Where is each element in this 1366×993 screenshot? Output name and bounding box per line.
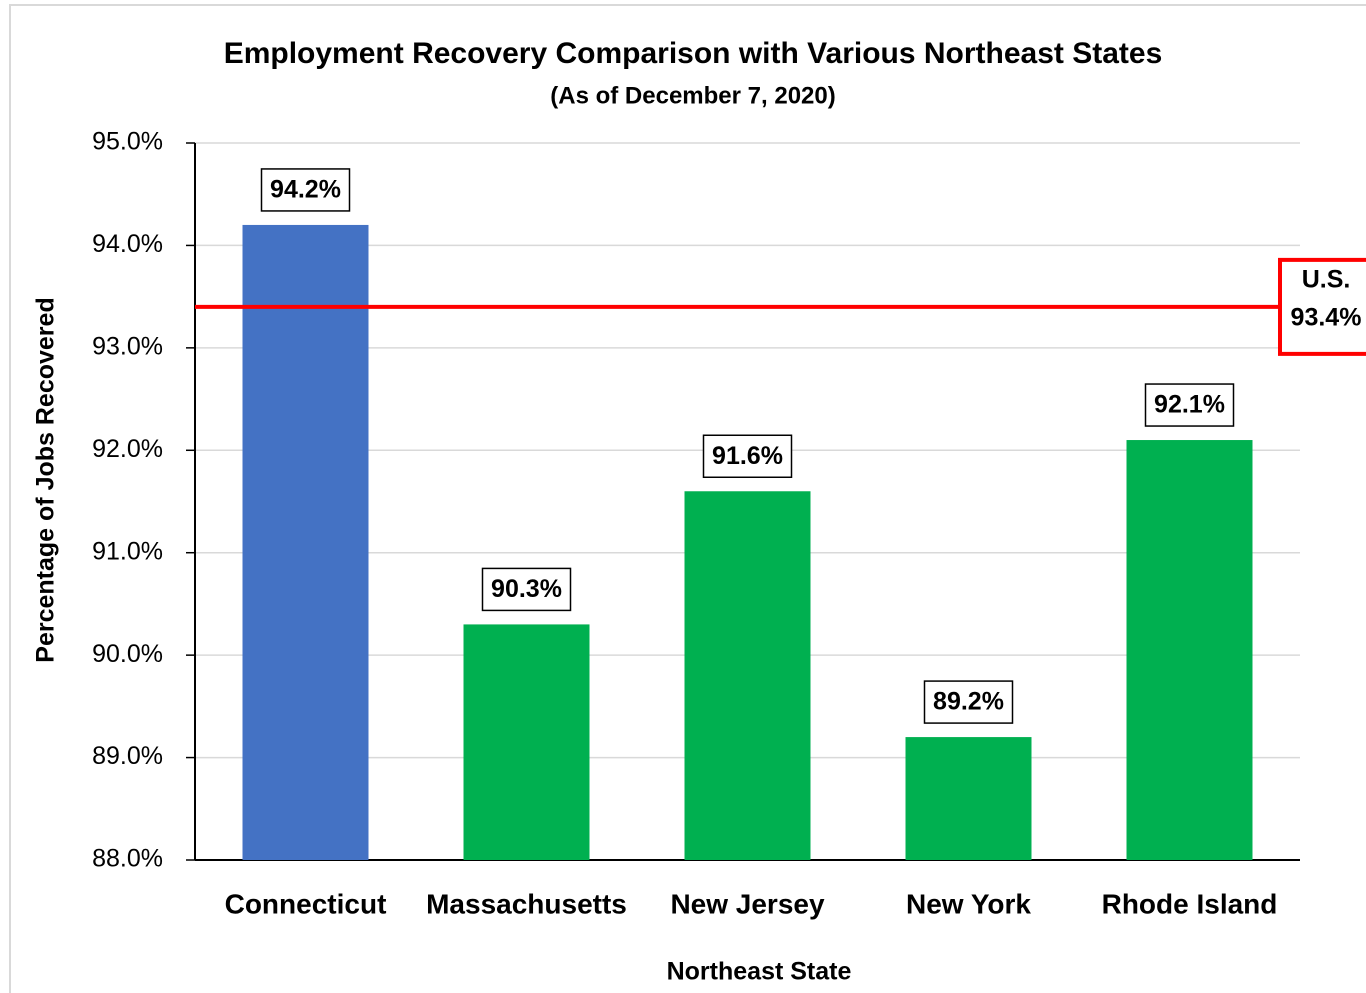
data-label: 89.2% <box>933 688 1004 716</box>
y-axis-title: Percentage of Jobs Recovered <box>32 297 60 662</box>
y-tick-label: 90.0% <box>92 640 163 668</box>
bar <box>242 224 369 860</box>
chart-title: Employment Recovery Comparison with Vari… <box>224 37 1163 70</box>
data-label: 91.6% <box>712 442 783 470</box>
x-tick-label: Massachusetts <box>426 888 627 919</box>
data-label-box <box>1144 383 1235 427</box>
data-label-box <box>260 168 351 212</box>
data-label-box <box>481 567 572 612</box>
x-tick-label: Rhode Island <box>1102 888 1278 919</box>
bar <box>463 624 590 860</box>
x-tick-label: New York <box>906 888 1031 919</box>
grid: 88.0% 89.0% 90.0% 91.0% 92.0% 93.0% 94.0% 95.0% <box>92 128 1300 873</box>
bar <box>905 737 1032 860</box>
y-tick-label: 91.0% <box>92 537 163 565</box>
x-tick-label: Connecticut <box>225 888 387 919</box>
chart-subtitle: (As of December 7, 2020) <box>550 82 835 109</box>
y-tick-label: 88.0% <box>92 845 163 873</box>
marks: Connecticut 94.2% Massachusetts 90.3% New Je… <box>195 168 1366 919</box>
y-tick-label: 94.0% <box>92 230 163 258</box>
y-tick-label: 95.0% <box>92 128 163 156</box>
reference-value-label: 93.4% <box>1291 303 1362 331</box>
y-tick-label: 93.0% <box>92 332 163 360</box>
data-label-box <box>923 680 1014 724</box>
data-label: 94.2% <box>270 176 341 204</box>
bar <box>684 491 811 860</box>
y-tick-label: 89.0% <box>92 742 163 770</box>
data-label: 90.3% <box>491 575 562 603</box>
reference-label: U.S. <box>1302 265 1351 293</box>
data-label-box <box>702 434 793 479</box>
x-axis-title: Northeast State <box>667 958 852 986</box>
y-tick-label: 92.0% <box>92 435 163 463</box>
data-label: 92.1% <box>1154 391 1225 419</box>
bar <box>1126 440 1253 860</box>
reference-label-box <box>1278 257 1366 356</box>
x-tick-label: New Jersey <box>670 888 825 919</box>
